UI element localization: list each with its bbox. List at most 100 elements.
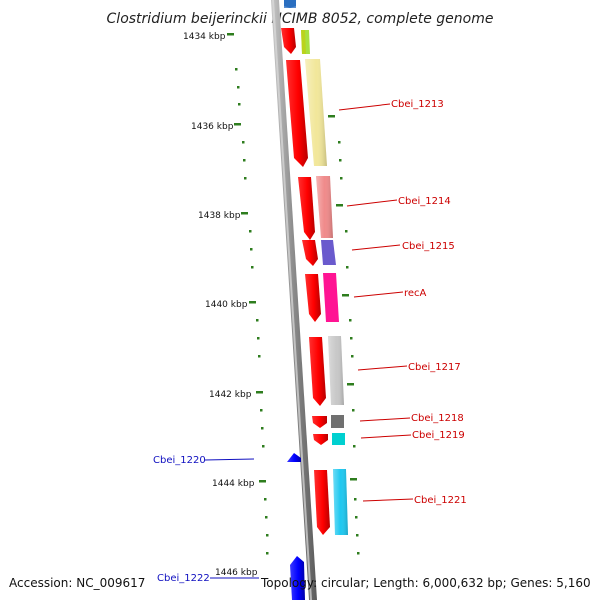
forward-strand-genes <box>281 0 330 535</box>
scale-tick <box>243 159 246 162</box>
ring-tick <box>355 516 358 519</box>
scale-tick <box>250 248 253 251</box>
genome-title: Clostridium beijerinckii NCIMB 8052, com… <box>107 11 494 27</box>
ring-tick <box>352 409 355 412</box>
gene-label-cbei-1215[interactable]: Cbei_1215 <box>402 241 455 252</box>
ring-tick <box>345 230 348 233</box>
gene-arrow-cbei-1217[interactable] <box>309 337 326 406</box>
ring-tick <box>338 141 341 144</box>
scale-tick <box>251 266 254 269</box>
genome-backbone-highlight <box>272 0 312 600</box>
ring-tick <box>336 204 343 207</box>
ring-tick <box>357 552 360 555</box>
scale-tick <box>259 480 266 483</box>
gene-label-cbei-1214[interactable]: Cbei_1214 <box>398 196 451 207</box>
gene-cog-block <box>305 59 327 166</box>
leader-line <box>357 365 408 371</box>
gene-arrow-top[interactable] <box>284 0 296 8</box>
scale-tick <box>258 355 261 358</box>
scale-tick <box>235 68 238 71</box>
scale-tick <box>234 123 241 126</box>
gene-label-cbei-1213[interactable]: Cbei_1213 <box>391 99 444 110</box>
genome-stats-text: Topology: circular; Length: 6,000,632 bp… <box>260 576 591 590</box>
scale-label: 1444 kbp <box>212 479 255 489</box>
scale-tick <box>249 301 256 304</box>
scale-tick <box>244 177 247 180</box>
leader-line <box>338 103 391 111</box>
gene-arrow-top[interactable] <box>281 28 296 54</box>
gene-arrow-cbei-1215[interactable] <box>302 240 318 266</box>
ring-tick <box>353 445 356 448</box>
ring-tick <box>354 498 357 501</box>
scale-tick <box>260 409 263 412</box>
outer-ring-ticks <box>328 115 360 555</box>
gene-cog-block <box>321 240 336 265</box>
gene-label-leaders <box>204 103 414 579</box>
ring-tick <box>349 319 352 322</box>
gene-cog-block <box>332 433 345 445</box>
gene-label-cbei-1221[interactable]: Cbei_1221 <box>414 495 467 506</box>
ring-tick <box>350 478 357 481</box>
scale-tick <box>227 33 234 36</box>
gene-arrow-cbei-1221[interactable] <box>314 470 330 535</box>
gene-arrow-cbei-1213[interactable] <box>286 60 308 167</box>
cog-color-strip <box>284 0 348 535</box>
scale-tick <box>237 86 240 89</box>
leader-line <box>353 291 404 298</box>
ring-tick <box>350 337 353 340</box>
scale-tick <box>257 337 260 340</box>
ring-tick <box>340 177 343 180</box>
gene-cog-block <box>333 469 348 535</box>
scale-tick <box>261 427 264 430</box>
scale-tick <box>266 552 269 555</box>
ring-tick <box>351 355 354 358</box>
ring-tick <box>356 534 359 537</box>
ring-tick <box>339 159 342 162</box>
gene-cog-block <box>331 415 344 428</box>
ring-tick <box>328 115 335 118</box>
scale-tick <box>264 498 267 501</box>
ring-tick <box>347 383 354 386</box>
ring-tick <box>346 266 349 269</box>
leader-line <box>351 244 401 251</box>
leader-line <box>362 498 414 502</box>
gene-arrow-cbei-1218[interactable] <box>312 416 327 428</box>
gene-arrow-cbei-1222[interactable] <box>290 556 305 600</box>
scale-tick <box>265 516 268 519</box>
gene-arrow-cbei-1220[interactable] <box>287 453 301 462</box>
scale-tick <box>238 103 241 106</box>
scale-label: 1446 kbp <box>215 568 258 578</box>
scale-label: 1440 kbp <box>205 300 248 310</box>
gene-cog-block <box>328 336 344 405</box>
reverse-strand-genes <box>287 453 305 600</box>
scale-tick <box>241 212 248 215</box>
scale-label: 1434 kbp <box>183 32 226 42</box>
leader-line <box>359 417 411 422</box>
gene-label-cbei-1217[interactable]: Cbei_1217 <box>408 362 461 373</box>
scale-tick <box>249 230 252 233</box>
gene-label-cbei-1220[interactable]: Cbei_1220 <box>153 455 206 466</box>
gene-cog-block <box>316 176 333 238</box>
scale-tick <box>242 141 245 144</box>
leader-line <box>204 458 255 461</box>
scale-tick <box>256 319 259 322</box>
gene-cog-block <box>323 273 339 322</box>
gene-label-cbei-1218[interactable]: Cbei_1218 <box>411 413 464 424</box>
scale-tick <box>262 445 265 448</box>
gene-arrow-cbei-1214[interactable] <box>298 177 315 240</box>
gene-label-cbei-1219[interactable]: Cbei_1219 <box>412 430 465 441</box>
gene-label-cbei-1222[interactable]: Cbei_1222 <box>157 573 210 584</box>
gene-cog-block <box>301 30 306 54</box>
scale-tick <box>266 534 269 537</box>
leader-line <box>346 199 398 207</box>
accession-text: Accession: NC_009617 <box>9 576 145 590</box>
leader-line <box>360 434 412 439</box>
scale-label: 1438 kbp <box>198 211 241 221</box>
ring-tick <box>342 294 349 297</box>
gene-label-reca[interactable]: recA <box>404 288 427 299</box>
gene-arrow-reca[interactable] <box>305 274 321 322</box>
scale-label: 1442 kbp <box>209 390 252 400</box>
gene-arrow-cbei-1219[interactable] <box>313 434 328 445</box>
scale-tick <box>256 391 263 394</box>
